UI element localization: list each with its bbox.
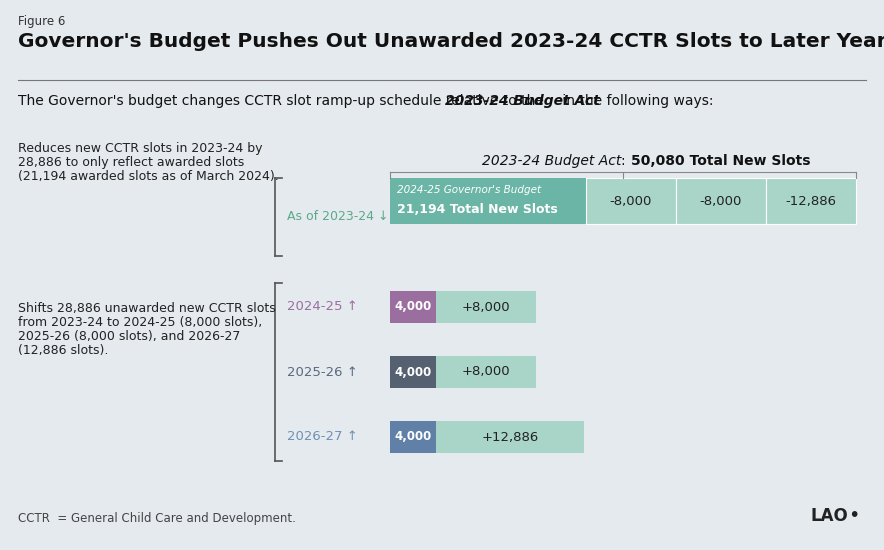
FancyBboxPatch shape: [390, 421, 436, 453]
Text: 50,080 Total New Slots: 50,080 Total New Slots: [631, 154, 811, 168]
FancyBboxPatch shape: [436, 356, 536, 388]
Text: in the following ways:: in the following ways:: [559, 94, 714, 108]
Text: The Governor's budget changes CCTR slot ramp-up schedule relative to the: The Governor's budget changes CCTR slot …: [18, 94, 548, 108]
Text: 2024-25 ↑: 2024-25 ↑: [287, 300, 358, 313]
Text: 2026-27 ↑: 2026-27 ↑: [287, 431, 358, 443]
Text: Governor's Budget Pushes Out Unawarded 2023-24 CCTR Slots to Later Years: Governor's Budget Pushes Out Unawarded 2…: [18, 32, 884, 51]
Text: Shifts 28,886 unawarded new CCTR slots: Shifts 28,886 unawarded new CCTR slots: [18, 302, 276, 315]
FancyBboxPatch shape: [436, 291, 536, 323]
Text: CCTR  = General Child Care and Development.: CCTR = General Child Care and Developmen…: [18, 512, 296, 525]
Text: 2025-26 (8,000 slots), and 2026-27: 2025-26 (8,000 slots), and 2026-27: [18, 330, 240, 343]
Text: 4,000: 4,000: [394, 300, 431, 313]
Text: 4,000: 4,000: [394, 431, 431, 443]
Text: (21,194 awarded slots as of March 2024).: (21,194 awarded slots as of March 2024).: [18, 170, 278, 183]
Text: -8,000: -8,000: [700, 195, 743, 207]
FancyBboxPatch shape: [766, 178, 856, 224]
Text: •: •: [848, 506, 859, 525]
Text: 2023-24 Budget Act: 2023-24 Budget Act: [482, 154, 621, 168]
FancyBboxPatch shape: [390, 291, 436, 323]
FancyBboxPatch shape: [676, 178, 766, 224]
Text: 2024-25 Governor's Budget: 2024-25 Governor's Budget: [397, 185, 541, 195]
Text: 2025-26 ↑: 2025-26 ↑: [287, 366, 358, 378]
Text: -8,000: -8,000: [610, 195, 652, 207]
Text: 2023-24 Budget Act: 2023-24 Budget Act: [445, 94, 600, 108]
Text: from 2023-24 to 2024-25 (8,000 slots),: from 2023-24 to 2024-25 (8,000 slots),: [18, 316, 263, 329]
FancyBboxPatch shape: [390, 356, 436, 388]
Text: +8,000: +8,000: [461, 300, 510, 313]
Text: :: :: [621, 154, 630, 168]
FancyBboxPatch shape: [586, 178, 676, 224]
Text: +12,886: +12,886: [482, 431, 538, 443]
Text: -12,886: -12,886: [786, 195, 836, 207]
Text: 21,194 Total New Slots: 21,194 Total New Slots: [397, 203, 558, 216]
Text: 4,000: 4,000: [394, 366, 431, 378]
Text: Figure 6: Figure 6: [18, 15, 65, 28]
Text: Reduces new CCTR slots in 2023-24 by: Reduces new CCTR slots in 2023-24 by: [18, 142, 263, 155]
FancyBboxPatch shape: [436, 421, 584, 453]
Text: (12,886 slots).: (12,886 slots).: [18, 344, 109, 357]
Text: LAO: LAO: [811, 507, 848, 525]
Text: +8,000: +8,000: [461, 366, 510, 378]
Text: 28,886 to only reflect awarded slots: 28,886 to only reflect awarded slots: [18, 156, 244, 169]
Text: As of 2023-24 ↓: As of 2023-24 ↓: [287, 211, 388, 223]
FancyBboxPatch shape: [390, 178, 586, 224]
